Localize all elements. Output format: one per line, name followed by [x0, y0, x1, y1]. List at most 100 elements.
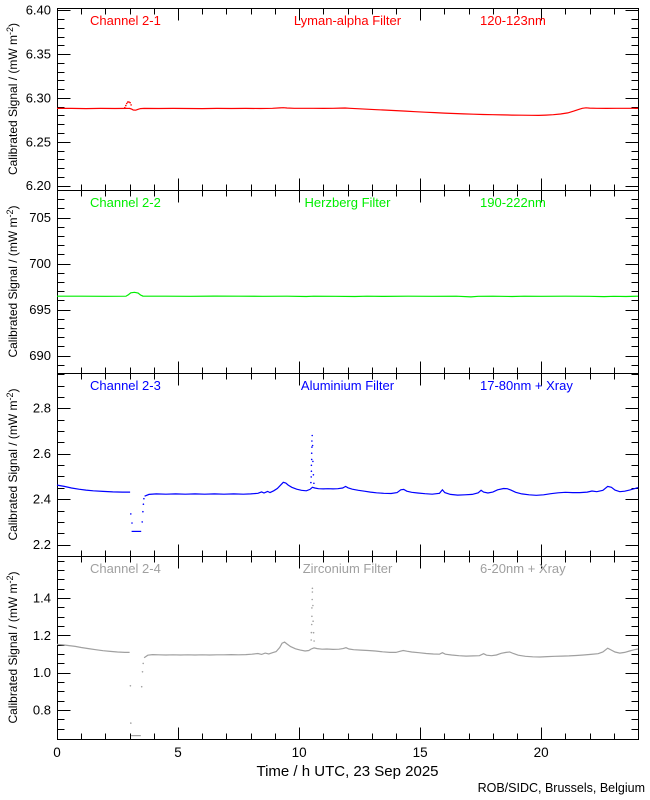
- data-point: [311, 598, 314, 601]
- panel-frame: [57, 190, 639, 374]
- x-tick-label: 20: [534, 745, 549, 760]
- data-point: [142, 503, 145, 506]
- panel-frame: [57, 8, 639, 191]
- panel-channel-2-2: 690 695 700 705 Calibrated Signal / (mW m-2): [5, 190, 639, 374]
- y-tick-label: 6.35: [26, 47, 51, 62]
- data-series: [143, 641, 639, 659]
- y-tick-label: 6.20: [26, 178, 51, 193]
- data-point: [130, 722, 132, 724]
- data-point: [142, 510, 144, 513]
- y-axis-title: Calibrated Signal / (mW m-2): [5, 388, 20, 540]
- data-point: [312, 604, 314, 607]
- data-point: [312, 474, 315, 476]
- data-point: [312, 460, 314, 463]
- y-tick-label: 6.40: [26, 3, 51, 18]
- panel-channel-2-4: 0.8 1.0 1.2 1.4 Calibrated Signal / (mW m-2): [5, 556, 639, 740]
- data-point: [313, 482, 315, 485]
- y-tick-label: 705: [29, 210, 51, 225]
- data-point: [129, 685, 132, 687]
- channel-label-3: Channel 2-3: [90, 378, 161, 393]
- data-point: [141, 521, 143, 523]
- y-axis-title: Calibrated Signal / (mW m-2): [5, 205, 20, 357]
- panel-channel-2-1: 6.20 6.25 6.30 6.35 6.40 Calibrated Signal / …: [5, 3, 639, 193]
- panel-header-0: Channel 2-1 Lyman-alpha Filter 120-123nm: [57, 13, 638, 29]
- data-point: [312, 620, 314, 622]
- data-point: [128, 101, 130, 103]
- data-point: [141, 671, 144, 673]
- band-label-3: 17-80nm + Xray: [480, 378, 573, 393]
- x-tick-label: 10: [292, 745, 307, 760]
- panel-frame: [57, 373, 639, 557]
- credit-text: ROB/SIDC, Brussels, Belgium: [477, 781, 645, 795]
- panel-header-3: Channel 2-4 Zirconium Filter 6-20nm + Xr…: [57, 561, 638, 577]
- y-tick-label: 1.0: [33, 665, 51, 680]
- x-tick-label: 15: [413, 745, 428, 760]
- data-point: [310, 470, 313, 473]
- panel-header-2: Channel 2-3 Aluminium Filter 17-80nm + X…: [57, 378, 638, 394]
- data-point: [140, 685, 143, 688]
- data-point: [310, 481, 312, 484]
- y-tick-label: 1.4: [33, 591, 51, 606]
- y-axis-title: Calibrated Signal / (mW m-2): [5, 23, 20, 175]
- band-label-4: 6-20nm + Xray: [480, 561, 566, 576]
- data-series: [57, 291, 639, 298]
- data-point: [124, 106, 126, 109]
- x-axis-title: Time / h UTC, 23 Sep 2025: [256, 763, 439, 780]
- data-point: [142, 662, 144, 665]
- data-point: [313, 640, 315, 642]
- band-label-1: 120-123nm: [480, 13, 546, 28]
- channel-label-4: Channel 2-4: [90, 561, 161, 576]
- y-tick-label: 690: [29, 348, 51, 363]
- data-series: [144, 481, 639, 497]
- x-tick-label: 0: [53, 745, 61, 760]
- data-point: [312, 631, 315, 634]
- data-point: [310, 639, 313, 641]
- y-tick-label: 0.8: [33, 703, 51, 718]
- data-point: [126, 101, 129, 103]
- y-tick-label: 2.4: [33, 492, 51, 507]
- data-point: [130, 513, 132, 515]
- filter-label-2: Herzberg Filter: [304, 195, 391, 210]
- data-point: [310, 458, 313, 461]
- data-point: [311, 591, 314, 593]
- data-point: [125, 102, 128, 105]
- data-point: [311, 440, 313, 442]
- y-tick-label: 2.2: [33, 537, 51, 552]
- data-point: [311, 607, 313, 609]
- filter-label-1: Lyman-alpha Filter: [293, 13, 402, 28]
- data-point: [310, 623, 313, 626]
- y-tick-label: 6.30: [26, 90, 51, 105]
- data-point: [143, 497, 145, 500]
- data-point: [310, 476, 313, 478]
- data-series: [56, 643, 130, 654]
- filter-label-4: Zirconium Filter: [302, 561, 393, 576]
- y-tick-label: 695: [29, 302, 51, 317]
- data-point: [129, 101, 131, 104]
- y-tick-label: 6.25: [26, 134, 51, 149]
- data-series: [56, 484, 131, 493]
- band-label-2: 190-222nm: [480, 195, 546, 210]
- data-point: [130, 104, 132, 106]
- data-point: [310, 464, 313, 467]
- panel-channel-2-3: 2.2 2.4 2.6 2.8 Calibrated Signal / (mW m-2): [5, 373, 639, 557]
- data-point: [310, 452, 313, 455]
- filter-label-3: Aluminium Filter: [300, 378, 395, 393]
- y-tick-label: 1.2: [33, 628, 51, 643]
- data-point: [311, 444, 314, 447]
- panel-header-1: Channel 2-2 Herzberg Filter 190-222nm: [57, 195, 638, 211]
- data-point: [311, 434, 314, 437]
- x-tick-label: 5: [174, 745, 182, 760]
- data-point: [125, 104, 127, 107]
- data-point: [311, 615, 313, 618]
- y-tick-label: 700: [29, 256, 51, 271]
- data-point: [311, 587, 314, 590]
- data-point: [310, 631, 313, 634]
- data-point: [131, 522, 133, 524]
- y-tick-label: 2.8: [33, 401, 51, 416]
- channel-label-1: Channel 2-1: [90, 13, 161, 28]
- channel-label-2: Channel 2-2: [90, 195, 161, 210]
- y-tick-label: 2.6: [33, 446, 51, 461]
- data-point: [311, 446, 313, 448]
